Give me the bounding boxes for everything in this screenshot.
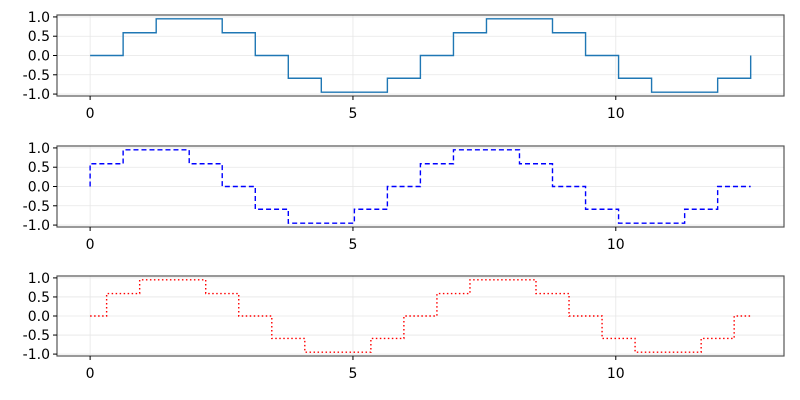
y-tick-label: -1.0 xyxy=(23,218,50,234)
series-line xyxy=(90,279,751,353)
x-tick-label: 10 xyxy=(607,366,625,382)
y-tick-label: 0.0 xyxy=(28,309,50,325)
subplot-3: 0 5 10 1.0 0.5 0.0 -0.5 -1.0 xyxy=(23,271,785,382)
y-tick-label: -0.5 xyxy=(23,199,50,215)
y-tick-label: 0.0 xyxy=(28,180,50,196)
y-tick-label: 1.0 xyxy=(28,10,50,26)
y-tick-label: 0.5 xyxy=(28,160,50,176)
x-tick-label: 5 xyxy=(348,106,357,122)
x-tick-label: 5 xyxy=(348,237,357,253)
subplot-1: 0 5 10 1.0 0.5 0.0 -0.5 -1.0 xyxy=(23,10,785,122)
x-tick-label: 10 xyxy=(607,237,625,253)
y-tick-label: -1.0 xyxy=(23,87,50,103)
x-tick-label: 0 xyxy=(86,106,95,122)
y-tick-label: -1.0 xyxy=(23,347,50,363)
x-tick-label: 0 xyxy=(86,366,95,382)
series-line xyxy=(90,18,752,93)
y-tick-label: 0.0 xyxy=(28,49,50,65)
y-tick-label: 0.5 xyxy=(28,29,50,45)
y-tick-label: -0.5 xyxy=(23,68,50,84)
x-tick-label: 10 xyxy=(607,106,625,122)
y-tick-label: 1.0 xyxy=(28,271,50,287)
x-tick-label: 0 xyxy=(86,237,95,253)
subplot-2: 0 5 10 1.0 0.5 0.0 -0.5 -1.0 xyxy=(23,141,785,253)
series-line xyxy=(89,149,751,224)
y-tick-label: -0.5 xyxy=(23,328,50,344)
y-tick-label: 1.0 xyxy=(28,141,50,157)
x-tick-label: 5 xyxy=(348,366,357,382)
y-tick-label: 0.5 xyxy=(28,290,50,306)
